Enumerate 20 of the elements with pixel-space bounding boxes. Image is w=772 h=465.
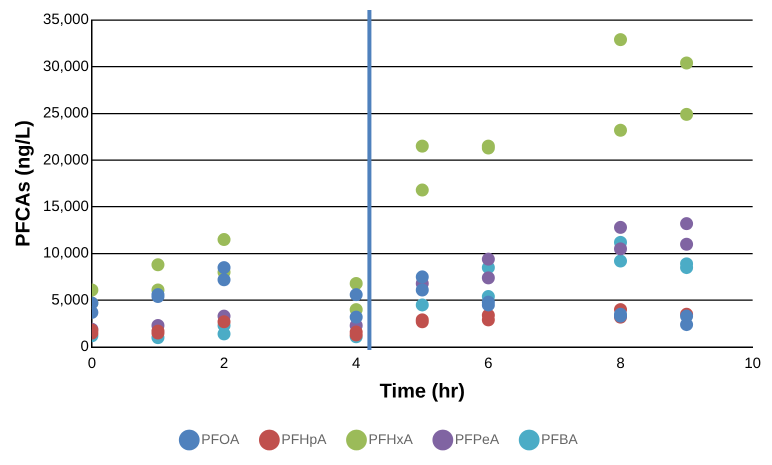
y-tick-label: 30,000 (42, 58, 89, 75)
y-tick-label: 0 (80, 338, 89, 356)
legend-label: PFPeA (454, 430, 500, 447)
legend-label: PFOA (201, 430, 240, 447)
legend-label: PFBA (541, 430, 578, 447)
y-axis-title: PFCAs (ng/L) (12, 120, 35, 247)
x-axis-title: Time (hr) (380, 380, 465, 403)
y-tick-label: 20,000 (42, 151, 89, 168)
y-tick-label: 5,000 (51, 291, 89, 308)
legend-label: PFHpA (281, 430, 328, 447)
x-tick-label: 2 (220, 355, 228, 372)
x-tick-label: 8 (616, 355, 625, 372)
y-tick-label: 25,000 (42, 104, 89, 122)
y-tick-label: 15,000 (42, 198, 89, 215)
y-tick-label: 10,000 (42, 244, 89, 262)
legend-label: PFHxA (368, 430, 414, 447)
y-tick-label: 35,000 (42, 11, 89, 28)
x-tick-label: 4 (352, 355, 360, 372)
x-tick-label: 10 (744, 355, 761, 372)
x-tick-label: 6 (484, 355, 493, 372)
